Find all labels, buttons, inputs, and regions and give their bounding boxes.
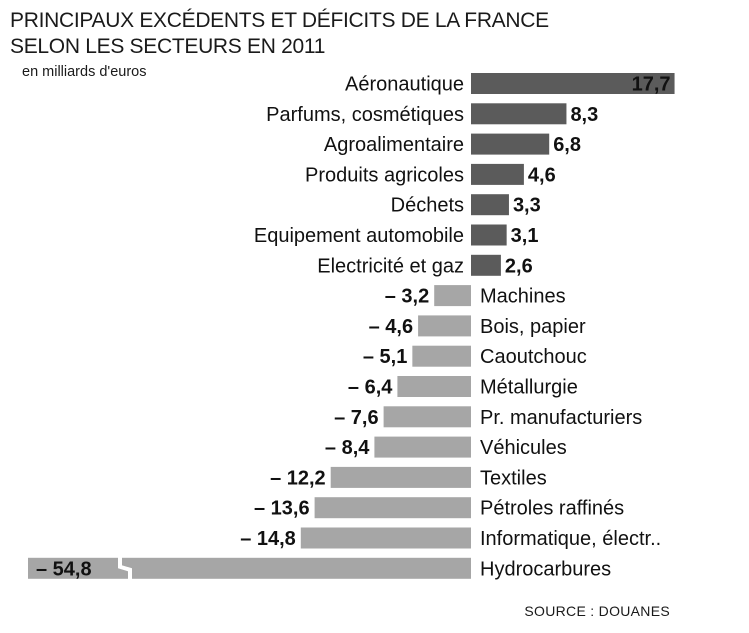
source-label: SOURCE : DOUANES [524, 603, 670, 619]
value-label: – 6,4 [348, 377, 393, 399]
chart-title-line-1: PRINCIPAUX EXCÉDENTS ET DÉFICITS DE LA F… [10, 9, 549, 32]
category-label: Electricité et gaz [317, 255, 464, 277]
value-label: 3,1 [511, 225, 539, 247]
category-label: Métallurgie [480, 377, 578, 399]
value-label: 17,7 [632, 74, 671, 96]
value-label: 6,8 [553, 134, 581, 156]
bar-surplus [471, 133, 550, 155]
category-label: Bois, papier [480, 316, 586, 338]
value-label: 8,3 [570, 104, 598, 126]
value-label: – 3,2 [385, 286, 429, 308]
unit-label: en milliards d'euros [22, 64, 147, 80]
bar-surplus [471, 163, 524, 185]
value-label: – 13,6 [254, 498, 310, 520]
category-label: Machines [480, 286, 566, 308]
bar-deficit [314, 497, 471, 519]
bar-surplus [471, 254, 501, 276]
category-label: Textiles [480, 467, 547, 489]
bar-deficit [330, 466, 471, 488]
value-label: 2,6 [505, 255, 533, 277]
category-label: Informatique, électr.. [480, 528, 661, 550]
bar-deficit [374, 436, 471, 458]
chart-title-line-2: SELON LES SECTEURS EN 2011 [10, 35, 326, 58]
value-label: 4,6 [528, 164, 556, 186]
bar-surplus [471, 103, 567, 125]
chart-title: PRINCIPAUX EXCÉDENTS ET DÉFICITS DE LA F… [10, 8, 549, 60]
value-label: – 14,8 [240, 528, 296, 550]
bar-deficit [397, 376, 471, 397]
category-label: Aéronautique [345, 74, 464, 96]
category-label: Equipement automobile [254, 225, 464, 247]
value-label: – 12,2 [270, 467, 326, 489]
category-label: Véhicules [480, 437, 567, 459]
bar-deficit [28, 557, 471, 579]
bar-deficit [300, 527, 471, 549]
category-label: Caoutchouc [480, 346, 587, 368]
category-label: Produits agricoles [305, 164, 464, 186]
category-label: Agroalimentaire [324, 134, 464, 156]
bar-deficit [412, 345, 471, 367]
bar-surplus [471, 224, 507, 246]
bar-surplus [471, 194, 509, 216]
value-label: – 7,6 [334, 407, 378, 429]
bar-deficit [434, 285, 471, 307]
value-label: – 8,4 [325, 437, 370, 459]
category-label: Hydrocarbures [480, 558, 611, 580]
category-label: Pétroles raffinés [480, 498, 624, 520]
bar-deficit [418, 315, 471, 337]
bar-surplus [471, 73, 675, 94]
bar-deficit [383, 406, 471, 428]
value-label: – 5,1 [363, 346, 407, 368]
category-label: Déchets [391, 195, 464, 217]
value-label: – 54,8 [36, 558, 92, 580]
category-label: Parfums, cosmétiques [266, 104, 464, 126]
axis-break-mark [118, 556, 132, 580]
value-label: 3,3 [513, 195, 541, 217]
category-label: Pr. manufacturiers [480, 407, 642, 429]
value-label: – 4,6 [369, 316, 413, 338]
